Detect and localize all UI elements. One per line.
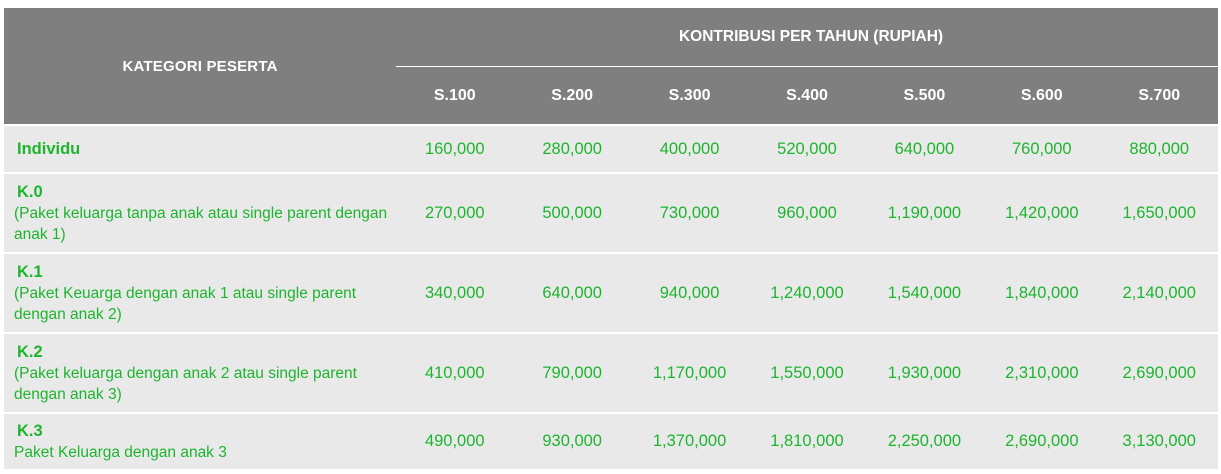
row-category: K.1 (Paket Keuarga dengan anak 1 atau si… <box>4 254 397 334</box>
table-row-k1: K.1 (Paket Keuarga dengan anak 1 atau si… <box>4 254 1218 334</box>
table-row-k0: K.0 (Paket keluarga tanpa anak atau sing… <box>4 174 1218 254</box>
table-cell: 930,000 <box>513 414 631 471</box>
table-cell: 960,000 <box>748 174 866 254</box>
table-cell: 940,000 <box>630 254 749 334</box>
tier-header-s100: S.100 <box>396 67 514 124</box>
table-cell: 340,000 <box>396 254 514 334</box>
table-cell: 1,930,000 <box>865 334 984 414</box>
table-cell: 1,540,000 <box>865 254 984 334</box>
tier-header-s400: S.400 <box>748 67 866 124</box>
row-code: K.1 <box>17 262 43 281</box>
contribution-table: KATEGORI PESERTA KONTRIBUSI PER TAHUN (R… <box>4 8 1218 471</box>
row-code: Individu <box>17 139 81 158</box>
row-description: (Paket keluarga tanpa anak atau single p… <box>14 204 388 243</box>
table-cell: 2,250,000 <box>865 414 984 471</box>
table-cell: 400,000 <box>630 124 749 174</box>
table-cell: 410,000 <box>396 334 514 414</box>
table-cell: 1,840,000 <box>983 254 1101 334</box>
table-row-individu: Individu 160,000 280,000 400,000 520,000… <box>4 124 1218 174</box>
row-description: (Paket Keuarga dengan anak 1 atau single… <box>14 284 357 323</box>
table-cell: 1,240,000 <box>748 254 866 334</box>
row-category: K.3 Paket Keluarga dengan anak 3 <box>4 414 397 471</box>
tier-header-s200: S.200 <box>513 67 631 124</box>
tier-header-s500: S.500 <box>865 67 984 124</box>
row-category: K.0 (Paket keluarga tanpa anak atau sing… <box>4 174 397 254</box>
table-cell: 2,310,000 <box>983 334 1101 414</box>
table-cell: 790,000 <box>513 334 631 414</box>
table-cell: 1,550,000 <box>748 334 866 414</box>
table-cell: 880,000 <box>1100 124 1218 174</box>
tier-header-s600: S.600 <box>983 67 1101 124</box>
table-cell: 490,000 <box>396 414 514 471</box>
table-cell: 280,000 <box>513 124 631 174</box>
table-cell: 3,130,000 <box>1100 414 1218 471</box>
table-row-k3: K.3 Paket Keluarga dengan anak 3 490,000… <box>4 414 1218 471</box>
table-cell: 1,650,000 <box>1100 174 1218 254</box>
table-cell: 1,190,000 <box>865 174 984 254</box>
contribution-group-header: KONTRIBUSI PER TAHUN (RUPIAH) <box>396 8 1218 67</box>
row-code: K.0 <box>17 182 43 201</box>
tier-header-s700: S.700 <box>1100 67 1218 124</box>
row-code: K.3 <box>17 421 43 440</box>
row-category: Individu <box>4 124 397 174</box>
row-code: K.2 <box>17 342 43 361</box>
tier-header-s300: S.300 <box>630 67 749 124</box>
table-cell: 640,000 <box>513 254 631 334</box>
table-body: Individu 160,000 280,000 400,000 520,000… <box>4 124 1218 471</box>
table-cell: 760,000 <box>983 124 1101 174</box>
table-cell: 500,000 <box>513 174 631 254</box>
category-column-header: KATEGORI PESERTA <box>4 8 397 124</box>
row-category: K.2 (Paket keluarga dengan anak 2 atau s… <box>4 334 397 414</box>
table-header: KATEGORI PESERTA KONTRIBUSI PER TAHUN (R… <box>4 8 1218 124</box>
contribution-table-container: KATEGORI PESERTA KONTRIBUSI PER TAHUN (R… <box>4 8 1218 471</box>
table-cell: 640,000 <box>865 124 984 174</box>
table-cell: 1,810,000 <box>748 414 866 471</box>
table-cell: 520,000 <box>748 124 866 174</box>
table-cell: 1,170,000 <box>630 334 749 414</box>
table-cell: 270,000 <box>396 174 514 254</box>
table-cell: 2,690,000 <box>1100 334 1218 414</box>
row-description: (Paket keluarga dengan anak 2 atau singl… <box>14 364 357 403</box>
table-cell: 730,000 <box>630 174 749 254</box>
table-cell: 160,000 <box>396 124 514 174</box>
row-description: Paket Keluarga dengan anak 3 <box>14 443 227 461</box>
table-cell: 1,370,000 <box>630 414 749 471</box>
table-cell: 2,140,000 <box>1100 254 1218 334</box>
table-cell: 2,690,000 <box>983 414 1101 471</box>
table-row-k2: K.2 (Paket keluarga dengan anak 2 atau s… <box>4 334 1218 414</box>
table-cell: 1,420,000 <box>983 174 1101 254</box>
